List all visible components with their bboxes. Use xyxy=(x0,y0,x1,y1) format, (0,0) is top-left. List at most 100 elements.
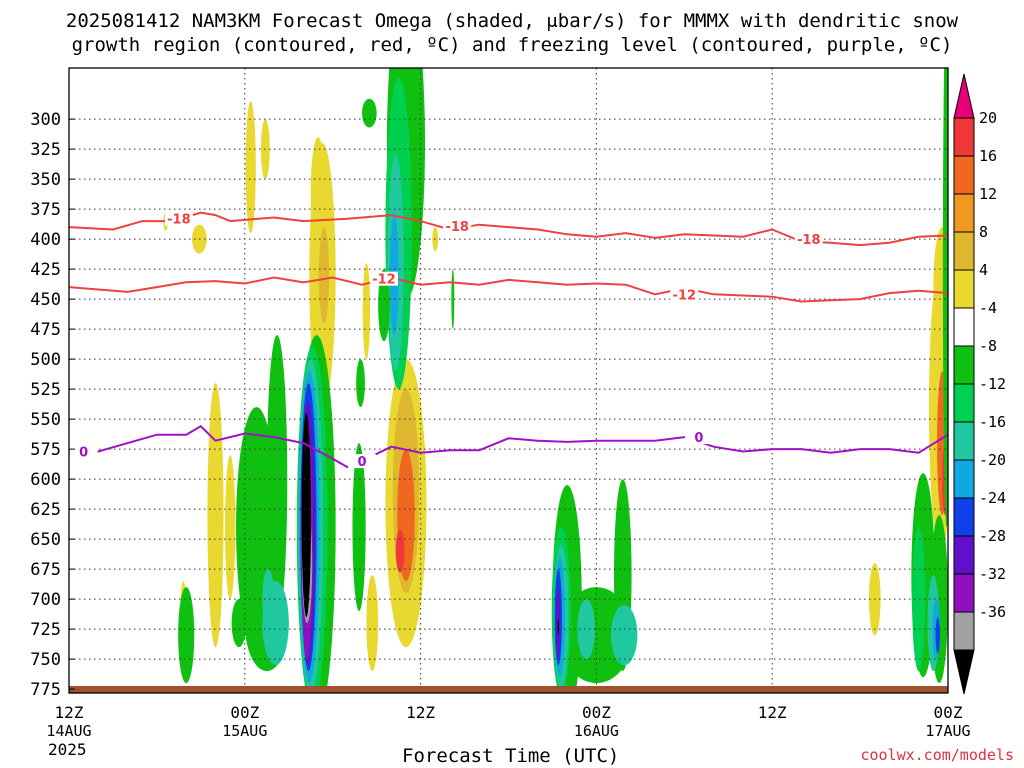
x-tick-date-label: 14AUG xyxy=(46,722,91,740)
y-tick-label: 650 xyxy=(30,530,61,550)
omega-blob xyxy=(942,68,948,528)
omega-blob xyxy=(262,569,275,630)
x-tick-label: 12Z xyxy=(758,703,787,722)
omega-core-max xyxy=(301,413,312,618)
x-tick-label: 12Z xyxy=(55,703,84,722)
y-tick-label: 675 xyxy=(30,560,61,580)
omega-blob xyxy=(557,619,560,634)
colorbar-label: 12 xyxy=(979,185,997,203)
omega-blob xyxy=(231,599,247,648)
y-tick-label: 475 xyxy=(30,320,61,340)
omega-blob xyxy=(310,137,326,246)
contour-label--12: -12 xyxy=(673,288,697,303)
x-axis-title: Forecast Time (UTC) xyxy=(402,745,620,767)
colorbar-lower-arrow xyxy=(953,649,975,695)
colorbar-label: -16 xyxy=(979,413,1006,431)
colorbar-swatch xyxy=(953,573,975,613)
y-tick-label: 550 xyxy=(30,410,61,430)
colorbar-label: -8 xyxy=(979,337,997,355)
contour-label--18: -18 xyxy=(797,233,821,248)
y-tick-label: 525 xyxy=(30,380,61,400)
y-tick-label: 325 xyxy=(30,140,61,160)
contour-label-bg xyxy=(164,211,193,226)
omega-blob xyxy=(395,529,405,573)
contour-label-bg xyxy=(794,232,823,247)
chart-title-line-2: growth region (contoured, red, ºC) and f… xyxy=(71,34,953,56)
x-tick-label: 00Z xyxy=(230,703,259,722)
colorbar-label: 20 xyxy=(979,109,997,127)
omega-blob xyxy=(378,269,390,342)
omega-blob xyxy=(935,617,940,654)
colorbar-swatch xyxy=(953,383,975,423)
y-tick-label: 700 xyxy=(30,590,61,610)
colorbar-label: -28 xyxy=(979,527,1006,545)
contour-label-bg xyxy=(670,287,699,302)
omega-blob xyxy=(266,335,288,624)
y-tick-label: 725 xyxy=(30,620,61,640)
contour-label--18: -18 xyxy=(167,213,191,228)
colorbar-label: -32 xyxy=(979,565,1006,583)
y-tick-label: 775 xyxy=(30,680,61,700)
contour-line-0 xyxy=(69,425,948,469)
colorbar-label: -36 xyxy=(979,603,1006,621)
omega-blob xyxy=(366,575,379,672)
x-tick-label: 00Z xyxy=(582,703,611,722)
omega-blob xyxy=(352,443,366,612)
y-tick-label: 575 xyxy=(30,440,61,460)
colorbar-swatch xyxy=(953,155,975,195)
colorbar-swatch xyxy=(953,421,975,461)
colorbar: 20 16 12 8 4 -4 -8 -12 -16 -20 -24 -28 -32 -36 xyxy=(953,73,1006,695)
plot-frame xyxy=(68,67,949,694)
contour-label-bg xyxy=(348,454,376,469)
colorbar-label: 16 xyxy=(979,147,997,165)
colorbar-label: -24 xyxy=(979,489,1006,507)
omega-blob xyxy=(356,359,365,408)
y-tick-label: 300 xyxy=(30,110,61,130)
colorbar-swatch xyxy=(953,193,975,233)
y-tick-label: 375 xyxy=(30,200,61,220)
contour-label--18: -18 xyxy=(445,220,469,235)
grid-lines xyxy=(69,68,948,692)
y-tick-label: 400 xyxy=(30,230,61,250)
colorbar-swatch xyxy=(953,611,975,651)
pressure-axis: 300 325 350 375 400 425 450 475 500 525 550 575 600 6… xyxy=(30,110,75,700)
omega-blob xyxy=(362,98,377,128)
y-tick-label: 425 xyxy=(30,260,61,280)
contour-label-bg xyxy=(684,430,713,445)
temperature-contours: -18 -18 -18 -12 -12 0 0 0 xyxy=(69,211,948,470)
colorbar-label: 8 xyxy=(979,223,988,241)
omega-blob xyxy=(318,227,330,324)
y-tick-label: 450 xyxy=(30,290,61,310)
omega-blob xyxy=(451,269,455,330)
colorbar-label: 4 xyxy=(979,261,988,279)
year-label: 2025 xyxy=(48,740,87,759)
x-tick-date-label: 16AUG xyxy=(574,722,619,740)
colorbar-swatch xyxy=(953,269,975,309)
contour-label-0: 0 xyxy=(79,446,88,461)
colorbar-swatch xyxy=(953,535,975,575)
contour-label-bg xyxy=(369,271,398,286)
x-tick-date-label: 15AUG xyxy=(222,722,267,740)
y-tick-label: 600 xyxy=(30,470,61,490)
colorbar-label: -20 xyxy=(979,451,1006,469)
colorbar-swatch xyxy=(953,459,975,499)
omega-blob xyxy=(207,383,224,648)
contour-label-0: 0 xyxy=(694,431,703,446)
credit-link[interactable]: coolwx.com/models xyxy=(860,746,1014,764)
colorbar-swatch xyxy=(953,307,975,347)
omega-blob xyxy=(245,101,256,234)
y-tick-label: 500 xyxy=(30,350,61,370)
y-tick-label: 350 xyxy=(30,170,61,190)
omega-blob xyxy=(611,605,638,666)
ground-surface xyxy=(69,686,948,693)
colorbar-upper-arrow xyxy=(953,73,975,119)
y-tick-label: 625 xyxy=(30,500,61,520)
colorbar-swatch xyxy=(953,345,975,385)
omega-blob xyxy=(912,527,926,672)
contour-label-bg xyxy=(443,218,472,233)
x-tick-label: 00Z xyxy=(934,703,963,722)
contour-label-bg xyxy=(69,444,98,459)
colorbar-swatch xyxy=(953,117,975,157)
colorbar-swatch xyxy=(953,231,975,271)
